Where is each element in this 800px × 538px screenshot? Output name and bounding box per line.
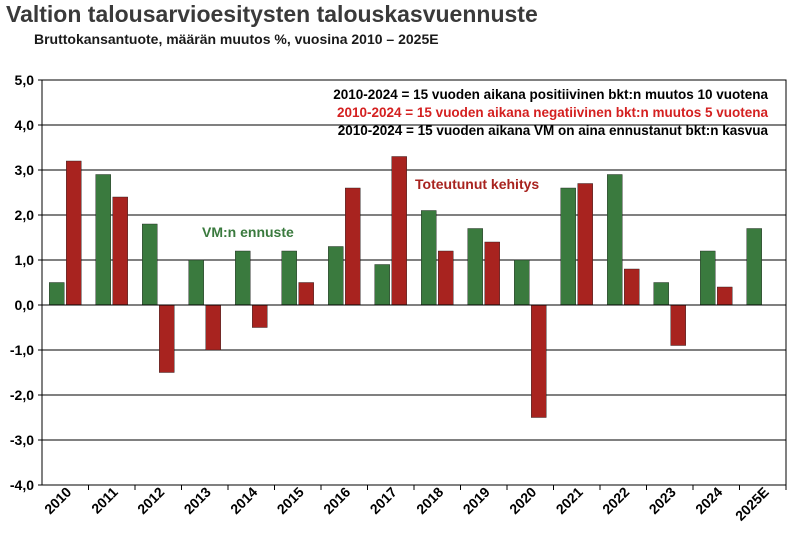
bar-actual	[159, 304, 175, 373]
x-tick-label: 2016	[320, 484, 353, 517]
y-tick-label: -4,0	[10, 477, 34, 493]
bar-actual	[670, 304, 686, 346]
bar-forecast	[95, 174, 111, 306]
y-tick-label: -2,0	[10, 387, 34, 403]
bar-actual	[112, 196, 128, 306]
bar-actual	[252, 304, 268, 328]
bar-forecast	[235, 250, 251, 306]
x-tick-label: 2019	[460, 484, 493, 517]
bar-actual	[531, 304, 547, 418]
bar-actual	[66, 160, 82, 306]
x-tick-label: 2021	[553, 484, 586, 517]
x-tick-label: 2018	[413, 484, 446, 517]
y-tick-label: 1,0	[15, 252, 35, 268]
annotation-text: 2010-2024 = 15 vuoden aikana VM on aina …	[338, 123, 769, 138]
bar-forecast	[746, 228, 762, 306]
x-tick-label: 2013	[181, 484, 214, 517]
x-tick-label: 2017	[367, 484, 400, 517]
bar-actual	[298, 282, 314, 306]
x-tick-label: 2020	[506, 484, 539, 517]
bar-actual	[205, 304, 221, 351]
y-tick-label: 0,0	[15, 297, 35, 313]
axes	[38, 79, 787, 490]
chart-subtitle: Bruttokansantuote, määrän muutos %, vuos…	[34, 31, 439, 47]
bar-actual	[577, 183, 593, 306]
y-tick-label: 4,0	[15, 117, 35, 133]
y-tick-label: -3,0	[10, 432, 34, 448]
bar-forecast	[142, 223, 158, 306]
x-tick-label: 2015	[274, 484, 307, 517]
bar-actual	[624, 268, 640, 306]
bar-forecast	[653, 282, 669, 306]
bar-actual	[391, 156, 407, 306]
chart-title: Valtion talousarvioesitysten talouskasvu…	[6, 1, 538, 27]
x-tick-label: 2012	[134, 484, 167, 517]
x-tick-label: 2014	[227, 484, 260, 517]
x-tick-label: 2010	[41, 484, 74, 517]
series-label-forecast: VM:n ennuste	[202, 224, 294, 240]
bar-forecast	[467, 228, 483, 306]
bar-actual	[438, 250, 454, 306]
annotation-text: 2010-2024 = 15 vuoden aikana negatiivine…	[337, 105, 769, 120]
bar-forecast	[281, 250, 297, 306]
bars	[49, 156, 762, 418]
x-tick-label: 2023	[646, 484, 679, 517]
bar-forecast	[607, 174, 623, 306]
y-tick-label: 5,0	[15, 72, 35, 88]
y-tick-label: 3,0	[15, 162, 35, 178]
x-tick-label: 2024	[692, 484, 725, 517]
x-tick-label: 2022	[599, 484, 632, 517]
bar-forecast	[560, 187, 576, 306]
bar-actual	[345, 187, 361, 306]
y-tick-label: 2,0	[15, 207, 35, 223]
bar-actual	[717, 286, 733, 306]
bar-forecast	[421, 210, 437, 306]
bar-forecast	[374, 264, 390, 306]
annotation-text: 2010-2024 = 15 vuoden aikana positiivine…	[333, 87, 768, 102]
bar-forecast	[328, 246, 344, 306]
series-label-actual: Toteutunut kehitys	[415, 176, 539, 192]
bar-forecast	[188, 259, 204, 306]
x-tick-label: 2011	[88, 484, 121, 517]
bar-forecast	[49, 282, 65, 306]
bar-forecast	[514, 259, 530, 306]
annotations: 2010-2024 = 15 vuoden aikana positiivine…	[333, 87, 768, 138]
y-tick-label: -1,0	[10, 342, 34, 358]
x-tick-label: 2025E	[732, 484, 772, 524]
bar-forecast	[700, 250, 716, 306]
bar-actual	[484, 241, 500, 306]
